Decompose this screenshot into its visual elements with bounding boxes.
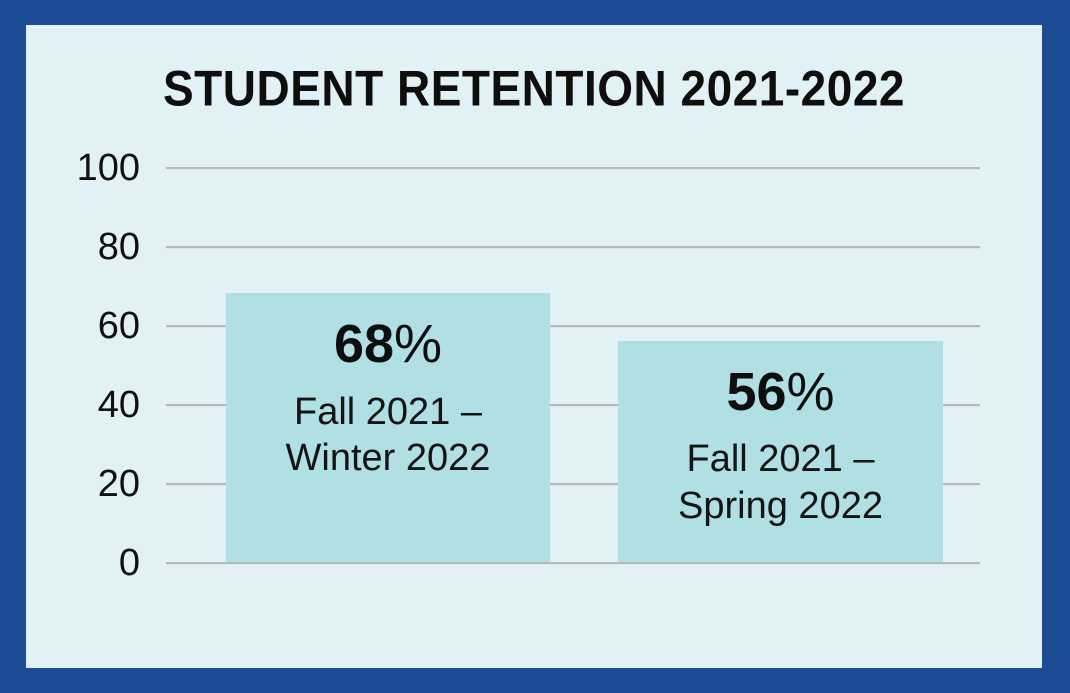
bar-fall2021-winter2022: 68% Fall 2021 – Winter 2022 xyxy=(226,293,550,562)
y-axis-tick-100: 100 xyxy=(76,147,140,189)
bar-category-label: Fall 2021 – Winter 2022 xyxy=(286,389,491,482)
bar-value-number: 56 xyxy=(726,361,787,422)
percent-sign: % xyxy=(394,314,443,375)
bar-value-label: 68% xyxy=(334,315,442,374)
bar-category-line2: Winter 2022 xyxy=(285,437,491,480)
y-axis-tick-0: 0 xyxy=(118,542,140,584)
gridline-60 xyxy=(166,325,980,328)
y-axis-tick-60: 60 xyxy=(97,305,140,347)
percent-sign: % xyxy=(786,361,835,422)
gridline-0 xyxy=(166,562,980,565)
y-axis-tick-80: 80 xyxy=(97,226,140,268)
gridline-100 xyxy=(166,167,980,170)
y-axis-tick-40: 40 xyxy=(97,384,140,426)
bar-fall2021-spring2022: 56% Fall 2021 – Spring 2022 xyxy=(618,340,943,562)
plot-area: 100 80 60 40 20 0 68% Fall 2021 – Winter… xyxy=(26,25,1042,668)
bar-category-line1: Fall 2021 – xyxy=(293,390,482,433)
bar-value-number: 68 xyxy=(333,314,395,375)
gridline-40 xyxy=(166,404,980,407)
bar-category-line2: Spring 2022 xyxy=(678,484,883,527)
y-axis-tick-20: 20 xyxy=(97,463,140,505)
bar-category-label: Fall 2021 – Spring 2022 xyxy=(678,436,883,529)
bar-value-label: 56% xyxy=(726,361,835,422)
chart-title: STUDENT RETENTION 2021-2022 xyxy=(162,59,906,117)
chart-canvas: STUDENT RETENTION 2021-2022 100 80 60 40… xyxy=(26,25,1042,668)
gridline-20 xyxy=(166,483,980,486)
gridline-80 xyxy=(166,246,980,249)
bar-category-line1: Fall 2021 – xyxy=(686,438,875,481)
